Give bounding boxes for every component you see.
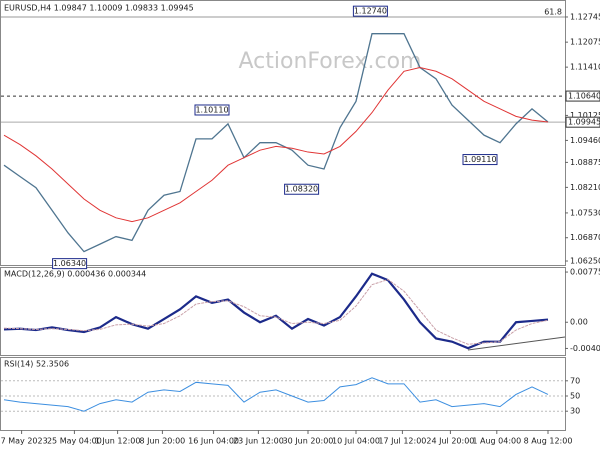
- y-tick-label: 1.08875: [570, 158, 600, 167]
- x-tick-label: 1 Aug 04:00: [472, 437, 521, 446]
- series-line: [3, 272, 549, 350]
- series-line: [3, 67, 549, 223]
- y-tick-label: -0.004047: [570, 344, 600, 353]
- main-frame: [0, 0, 566, 266]
- y-tick-label: 1.06250: [570, 257, 600, 266]
- annotation-box: [284, 183, 320, 195]
- x-tick-label: 10 Jul 04:00: [332, 437, 380, 446]
- y-tick-label: 0.00: [570, 318, 588, 327]
- macd-title: MACD(12,26,9) 0.000436 0.000344: [4, 270, 146, 279]
- rsi-title: RSI(14) 52.3506: [4, 360, 69, 369]
- x-tick-label: 16 Jun 04:00: [188, 437, 239, 446]
- annotation-box: [194, 104, 230, 116]
- price-box: [565, 116, 600, 128]
- y-tick-label: 1.07530: [570, 208, 600, 217]
- series-line: [3, 377, 549, 412]
- y-tick-label: 1.12745: [570, 12, 600, 21]
- annotation-label: 1.06340: [53, 259, 86, 268]
- macd-frame: [0, 267, 566, 356]
- price-box-label: 1.09945: [568, 118, 600, 127]
- annotation-box: [352, 5, 388, 17]
- series-line: [3, 278, 549, 345]
- annotation-label: 1.08320: [285, 185, 318, 194]
- annotation-label: 1.09110: [463, 155, 496, 164]
- x-tick-label: 8 Jun 20:00: [140, 437, 186, 446]
- price-box: [565, 90, 600, 102]
- y-tick-label: 70: [570, 376, 580, 385]
- trend-line: [467, 336, 566, 351]
- price-box-label: 1.10640: [568, 92, 600, 101]
- annotation-label: 1.10110: [195, 105, 228, 114]
- y-tick-label: 30: [570, 407, 580, 416]
- y-tick-label: 1.08210: [570, 183, 600, 192]
- y-tick-label: 1.10125: [570, 111, 600, 120]
- rsi-frame: [0, 357, 566, 431]
- y-tick-label: 1.09460: [570, 136, 600, 145]
- series-line: [3, 33, 549, 253]
- chart-title: EURUSD,H4 1.09847 1.10009 1.09833 1.0994…: [4, 4, 194, 13]
- annotation-label: 1.12740: [354, 7, 387, 16]
- x-tick-label: 17 Jul 12:00: [378, 437, 426, 446]
- x-tick-label: 17 May 2023: [0, 437, 48, 446]
- x-tick-label: 8 Aug 12:00: [524, 437, 573, 446]
- y-tick-label: 1.06870: [570, 233, 600, 242]
- x-tick-label: 25 May 04:00: [47, 437, 102, 446]
- x-tick-label: 23 Jun 12:00: [233, 437, 284, 446]
- x-tick-label: 24 Jul 20:00: [426, 437, 474, 446]
- watermark: ActionForex.com: [239, 49, 422, 74]
- x-tick-label: 30 Jun 20:00: [283, 437, 334, 446]
- fib-label: 61.8: [544, 7, 562, 16]
- annotation-box: [52, 258, 88, 270]
- x-tick-label: 1 Jun 12:00: [95, 437, 141, 446]
- annotation-box: [462, 154, 498, 166]
- y-tick-label: 1.12075: [570, 38, 600, 47]
- y-tick-label: 0.007754: [570, 268, 600, 277]
- y-tick-label: 1.11410: [570, 63, 600, 72]
- y-tick-label: 50: [570, 392, 580, 401]
